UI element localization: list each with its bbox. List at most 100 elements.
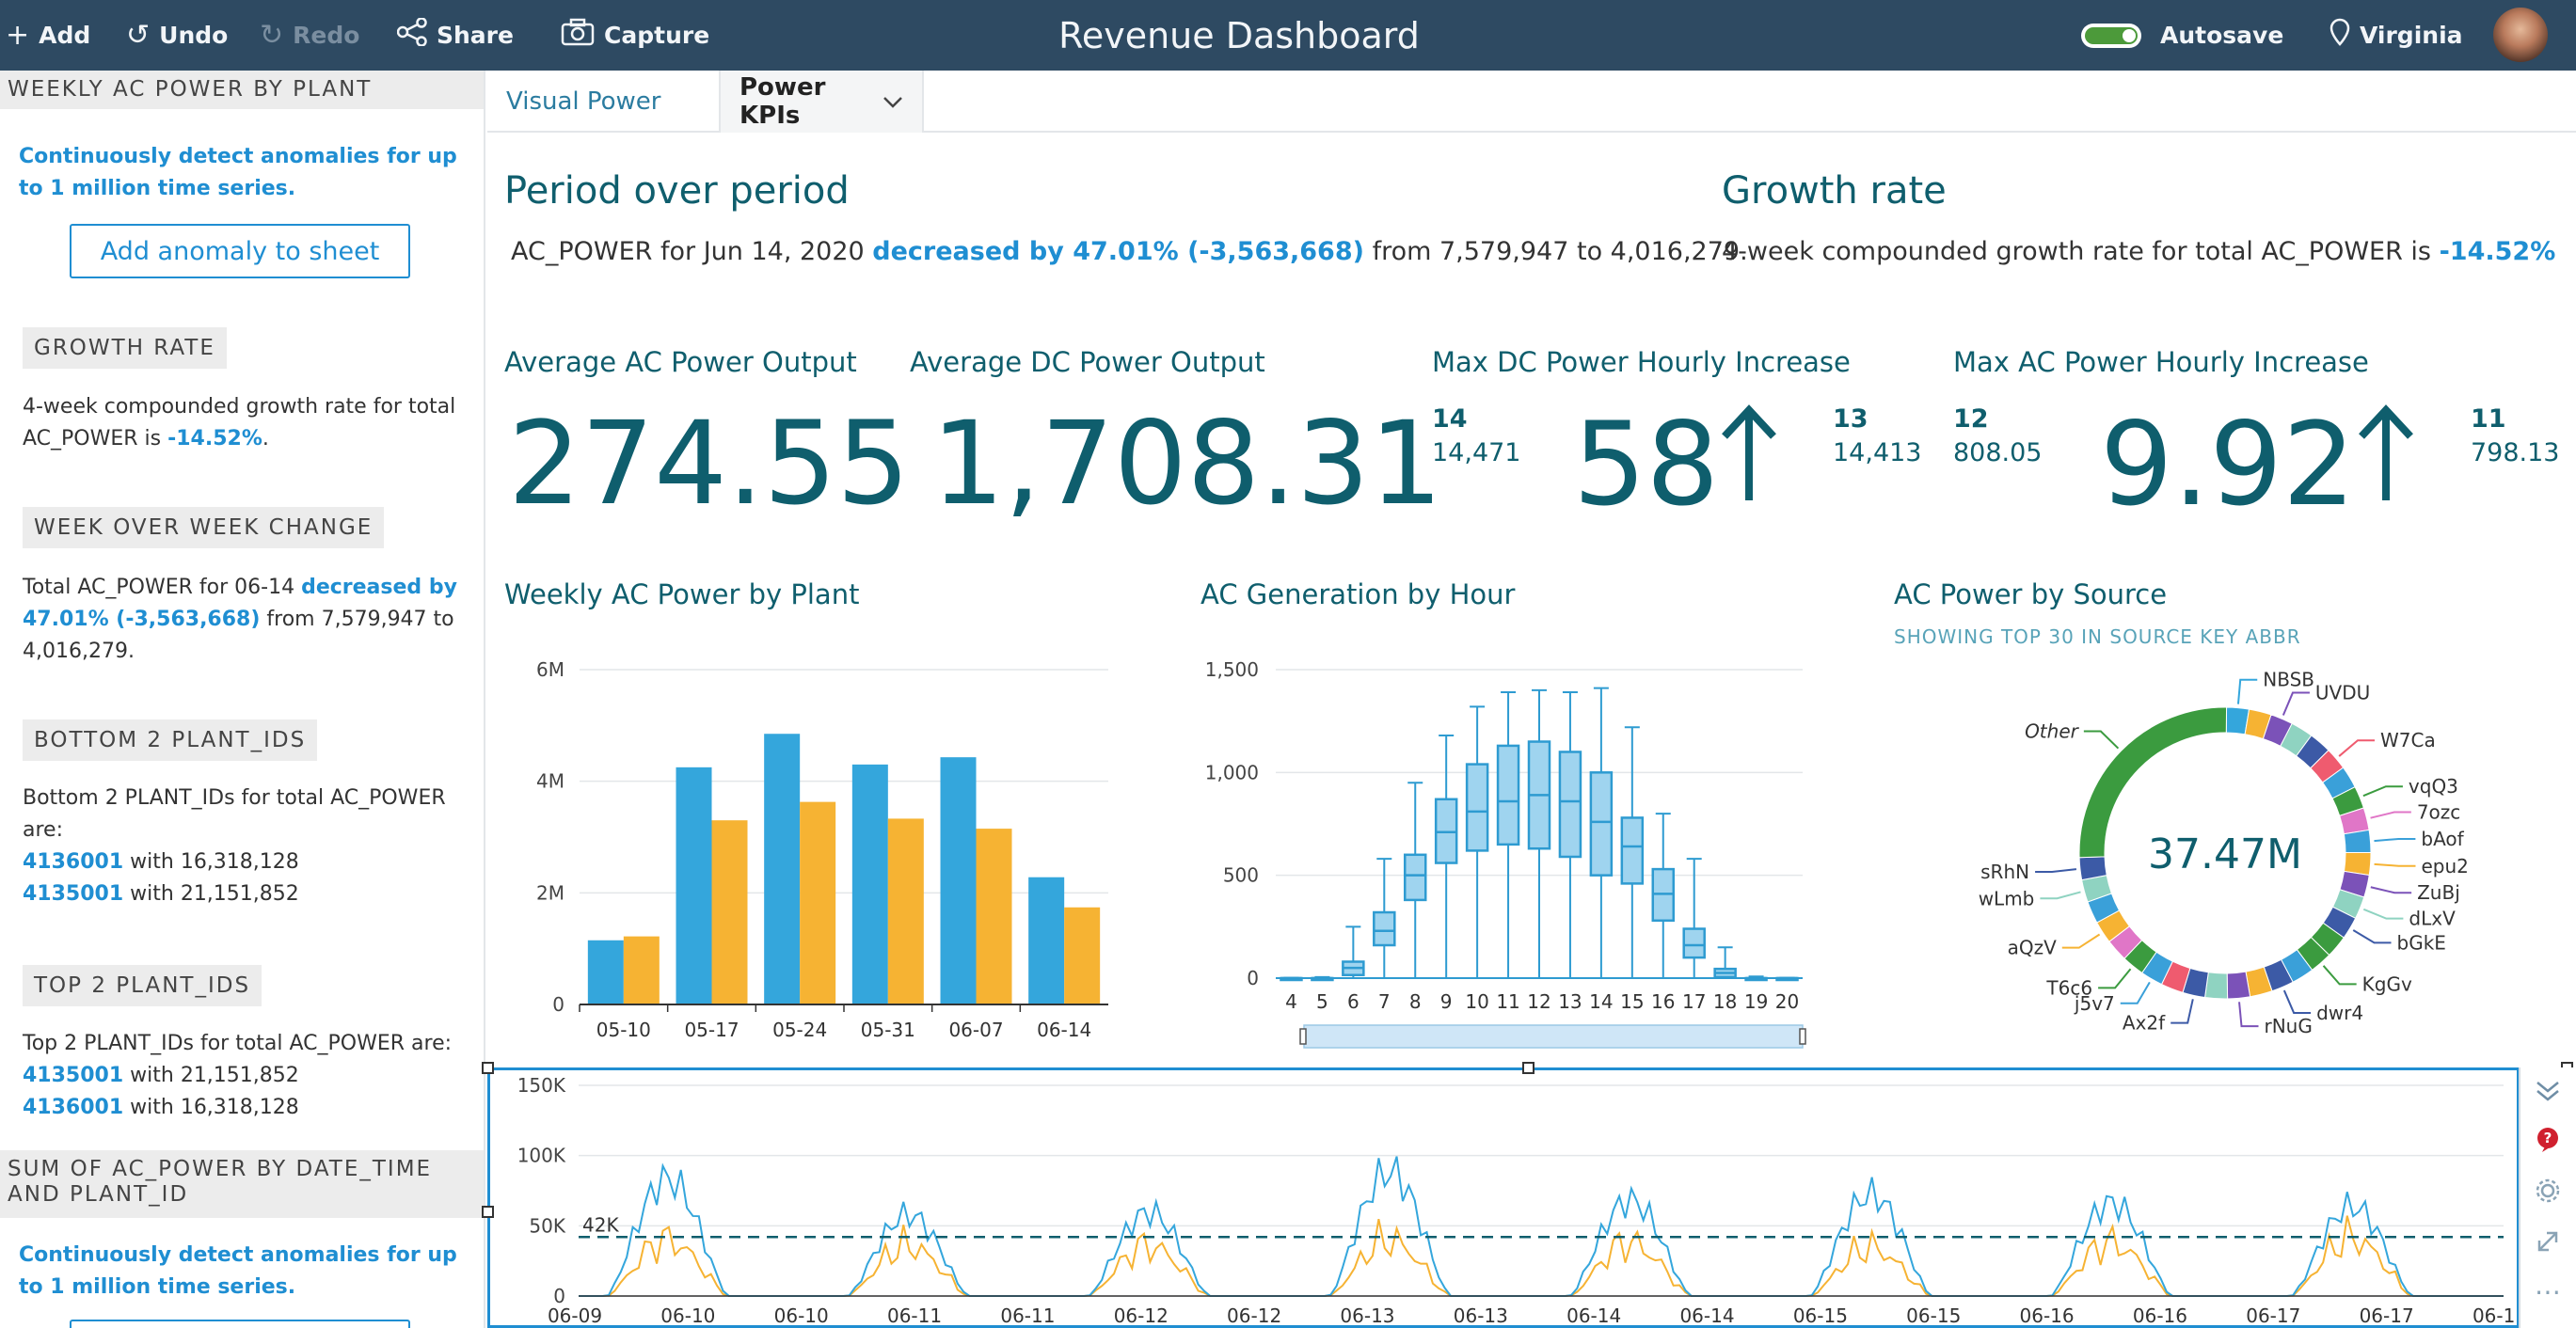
region-selector[interactable]: Virginia	[2330, 0, 2463, 71]
y-tick-label: 4M	[536, 770, 564, 793]
ac-power-timeline-panel[interactable]: 0 50K 100K 150K 42K 06-09 06-10 06-10 06-11 06-11…	[487, 1067, 2520, 1328]
slice-label: dLxV	[2409, 908, 2456, 930]
pie-slice	[2078, 706, 2228, 859]
y-tick-label: 50K	[529, 1214, 565, 1237]
slice-label: NBSB	[2263, 669, 2314, 691]
x-tick-label: 06-14	[1037, 1019, 1091, 1041]
bar	[764, 734, 801, 1004]
resize-handle[interactable]	[482, 1062, 494, 1074]
bottom-plants-header: BOTTOM 2 PLANT_IDS	[23, 719, 318, 761]
slice-leader-line	[2338, 739, 2375, 757]
add-anomaly-button-2[interactable]	[70, 1320, 410, 1328]
weekly-ac-bar-chart[interactable]: 0 2M 4M 6M 05-10 05-17 05-24 05-31 06-07 06-14	[504, 640, 1125, 1053]
slice-leader-line	[2282, 691, 2310, 716]
x-tick-label: 06-07	[948, 1019, 1003, 1041]
ac-by-hour-chart-title: AC Generation by Hour	[1201, 578, 1516, 610]
x-tick-label: 12	[1527, 990, 1550, 1013]
slice-leader-line	[2322, 965, 2357, 986]
x-tick-label: 06-16	[2133, 1304, 2187, 1325]
slice-leader-line	[2370, 811, 2411, 819]
slice-label: rNuG	[2264, 1015, 2312, 1037]
weekly-ac-chart-title: Weekly AC Power by Plant	[504, 578, 860, 610]
slice-leader-line	[2120, 981, 2151, 1004]
add-anomaly-button[interactable]: Add anomaly to sheet	[70, 224, 410, 278]
collapse-chevron-icon[interactable]	[2520, 1077, 2575, 1112]
tab-power-kpis[interactable]: Power KPIs	[721, 71, 924, 133]
anomaly-text: Continuously detect anomalies for up to …	[19, 145, 457, 200]
bottom-plants-text: Bottom 2 PLANT_IDs for total AC_POWER ar…	[23, 783, 465, 910]
avg-dc-power-value: 1,708.31	[931, 397, 1443, 530]
user-avatar[interactable]	[2493, 8, 2548, 62]
x-tick-label: 17	[1682, 990, 1706, 1013]
chevron-down-icon[interactable]	[883, 87, 903, 116]
pie-slice	[2343, 829, 2372, 854]
x-tick-label: 15	[1620, 990, 1644, 1013]
box	[1496, 744, 1520, 846]
slice-label: KgGv	[2362, 972, 2412, 995]
redo-icon: ↻	[260, 19, 284, 52]
growth-rate-header: GROWTH RATE	[23, 327, 227, 369]
scrollbar-handle	[1299, 1028, 1307, 1045]
help-icon[interactable]: ?	[2520, 1126, 2575, 1161]
anomaly-text-2: Continuously detect anomalies for up to …	[19, 1243, 457, 1299]
bar	[676, 767, 712, 1004]
slice-leader-line	[2171, 999, 2194, 1024]
x-tick-label: 06-17	[2246, 1304, 2300, 1325]
top-toolbar: + Add ↺ Undo ↻ Redo Share Capture Revenue D…	[0, 0, 2576, 71]
ac-power-line-chart[interactable]: 0 50K 100K 150K 42K 06-09 06-10 06-10 06-11 06-11…	[490, 1070, 2517, 1325]
bar	[623, 936, 660, 1004]
svg-text:?: ?	[2544, 1130, 2552, 1146]
x-tick-label: 16	[1651, 990, 1675, 1013]
expand-icon[interactable]	[2520, 1227, 2575, 1262]
resize-handle[interactable]	[482, 1206, 494, 1218]
slice-label: wLmb	[1979, 887, 2035, 909]
week-over-week-text: Total AC_POWER for 06-14 decreased by 47…	[23, 576, 457, 663]
slice-label: ZuBj	[2417, 881, 2460, 904]
gear-icon[interactable]	[2520, 1177, 2575, 1211]
x-tick-label: 10	[1465, 990, 1488, 1013]
undo-icon: ↺	[126, 19, 151, 52]
ac-by-hour-box-chart[interactable]: 0 500 1,000 1,500 4 5 6 7 8 9 10 11 12 13 14 15 16 17 18 19…	[1201, 640, 1821, 1053]
undo-button[interactable]: ↺ Undo	[126, 19, 229, 52]
x-tick-label: 9	[1440, 990, 1453, 1013]
x-tick-label: 06-10	[774, 1304, 829, 1325]
donut-center-total: 37.47M	[2148, 830, 2302, 878]
slice-leader-line	[2236, 678, 2258, 704]
slice-leader-line	[2061, 933, 2101, 949]
box	[1682, 927, 1706, 959]
bar	[940, 757, 977, 1004]
tab-visual-power[interactable]: Visual Power	[487, 71, 721, 133]
x-tick-label: 06-11	[887, 1304, 942, 1325]
slice-label: aQzV	[2008, 937, 2057, 959]
resize-handle[interactable]	[1522, 1062, 1534, 1074]
x-tick-label: 14	[1589, 990, 1613, 1013]
y-tick-label: 2M	[536, 881, 564, 904]
x-tick-label: 18	[1713, 990, 1737, 1013]
add-button[interactable]: + Add	[6, 19, 91, 52]
share-button[interactable]: Share	[396, 0, 514, 71]
capture-button[interactable]: Capture	[561, 0, 709, 71]
box	[1589, 771, 1614, 877]
slice-label: UVDU	[2315, 682, 2370, 704]
insights-sidebar: WEEKLY AC POWER BY PLANT Continuously de…	[0, 71, 485, 1328]
autosave-label: Autosave	[2160, 22, 2284, 49]
x-tick-label: 06-11	[1000, 1304, 1055, 1325]
autosave-toggle[interactable]	[2081, 24, 2141, 48]
avg-dc-power-title: Average DC Power Output	[910, 346, 1265, 378]
more-options-icon[interactable]: ⋯	[2535, 1276, 2561, 1307]
bar	[887, 818, 924, 1004]
sheet-tabs: Visual Power Power KPIs	[487, 71, 2576, 133]
bar	[976, 829, 1012, 1004]
x-tick-label: 06-14	[1679, 1304, 1734, 1325]
plus-icon: +	[6, 19, 30, 52]
list-item: 4135001 with 21,151,852	[23, 882, 299, 906]
x-tick-label: 06-14	[1566, 1304, 1621, 1325]
avg-ac-power-value: 274.55	[508, 397, 910, 530]
visual-menu-rail: ? ⋯	[2519, 1067, 2576, 1328]
box	[1373, 910, 1396, 947]
camera-icon	[561, 18, 595, 54]
x-tick-label: 05-31	[861, 1019, 915, 1041]
reference-line-label: 42K	[582, 1213, 619, 1236]
redo-button[interactable]: ↻ Redo	[260, 19, 360, 52]
